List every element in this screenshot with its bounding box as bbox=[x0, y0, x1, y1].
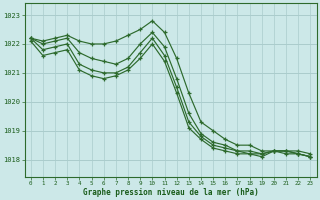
X-axis label: Graphe pression niveau de la mer (hPa): Graphe pression niveau de la mer (hPa) bbox=[83, 188, 259, 197]
